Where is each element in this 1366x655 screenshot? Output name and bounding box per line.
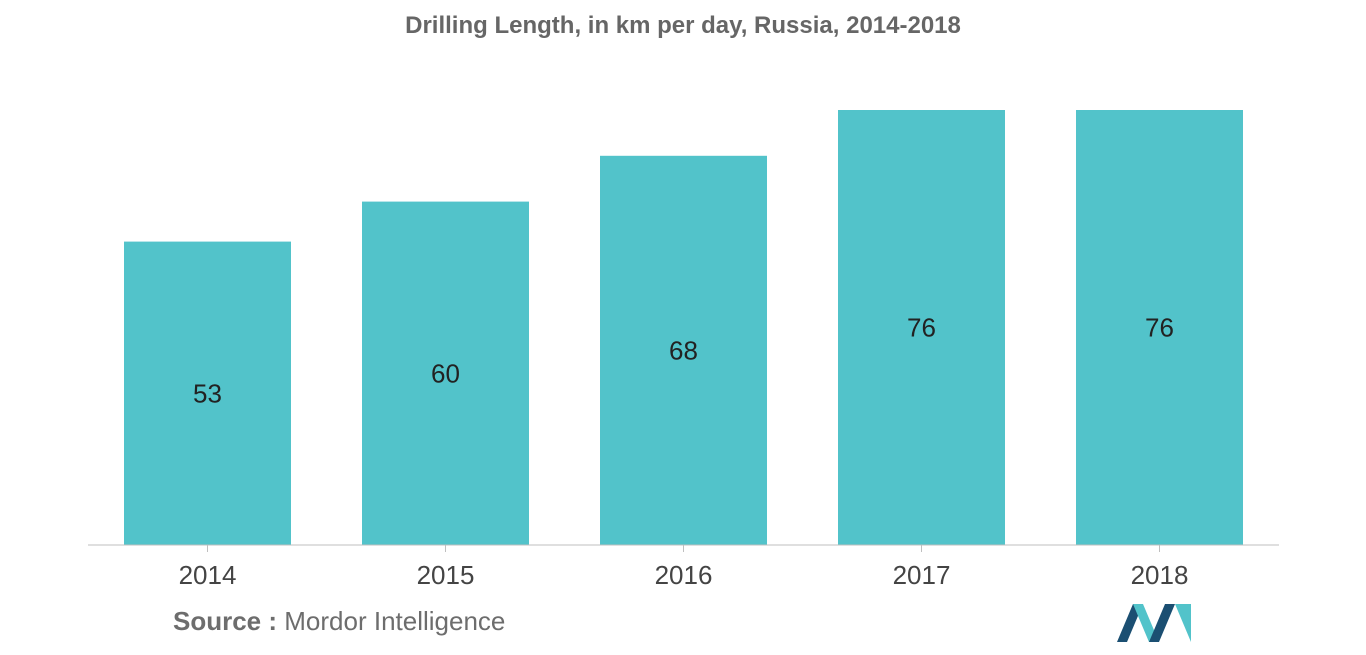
data-label-2014: 53: [193, 378, 222, 408]
logo-shape-1: [1117, 604, 1143, 642]
source-text: Mordor Intelligence: [284, 606, 506, 636]
mordor-intelligence-logo-icon: [1117, 604, 1191, 642]
bar-2016: [600, 155, 767, 546]
x-ticks-group: [207, 545, 1160, 552]
x-tick-label-2016: 2016: [655, 560, 713, 590]
logo-shape-3: [1149, 604, 1175, 642]
data-label-2017: 76: [907, 313, 936, 343]
data-label-2015: 60: [431, 358, 460, 388]
logo-shape-2: [1133, 604, 1159, 642]
x-tick-label-2017: 2017: [893, 560, 951, 590]
x-tick-label-2014: 2014: [179, 560, 237, 590]
x-tick-labels-group: 2014 2015 2016 2017 2018: [179, 560, 1189, 590]
source-note: Source : Mordor Intelligence: [173, 606, 505, 637]
bar-2017: [838, 110, 1005, 545]
logo-shape-4: [1175, 604, 1191, 642]
data-label-2018: 76: [1145, 313, 1174, 343]
x-tick-label-2015: 2015: [417, 560, 475, 590]
bar-2018: [1076, 110, 1243, 545]
bars-group: [124, 110, 1243, 546]
data-labels-group: 53 60 68 76 76: [193, 313, 1174, 409]
chart-title: Drilling Length, in km per day, Russia, …: [405, 12, 961, 39]
bar-2014: [124, 241, 291, 545]
bar-2015: [362, 201, 529, 545]
x-tick-label-2018: 2018: [1131, 560, 1189, 590]
source-label: Source :: [173, 606, 278, 636]
data-label-2016: 68: [669, 335, 698, 365]
